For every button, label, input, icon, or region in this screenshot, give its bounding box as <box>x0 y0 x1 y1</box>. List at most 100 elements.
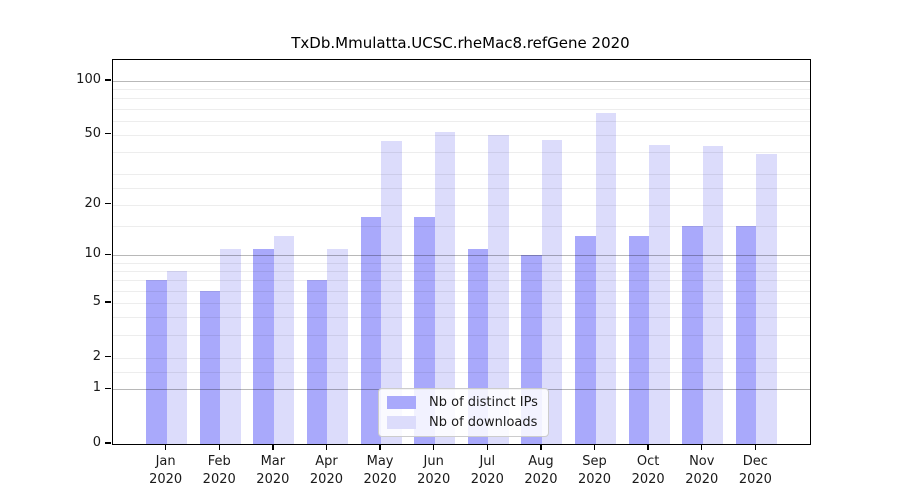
bar-downloads-feb <box>220 248 241 444</box>
gridline-60 <box>113 120 810 122</box>
bar-distinct-ips-oct <box>628 236 650 444</box>
gridline-80 <box>113 98 810 100</box>
bar-downloads-apr <box>327 248 348 444</box>
x-tick-jul <box>486 444 488 450</box>
x-tick-label-aug: Aug 2020 <box>513 453 569 489</box>
bar-distinct-ips-jun <box>414 216 435 444</box>
x-tick-label-sep: Sep 2020 <box>567 453 623 489</box>
x-tick-apr <box>325 444 328 450</box>
month-label: Aug <box>528 454 554 469</box>
gridline-15 <box>113 225 810 227</box>
x-tick-mar <box>272 444 274 450</box>
y-tick-1 <box>105 387 111 390</box>
x-tick-label-nov: Nov 2020 <box>674 453 730 489</box>
bar-downloads-nov <box>702 146 724 444</box>
month-label: Nov <box>689 454 715 469</box>
year-label: 2020 <box>256 472 290 487</box>
legend-swatch-downloads <box>387 416 416 429</box>
bar-downloads-dec <box>756 153 777 444</box>
legend: Nb of distinct IPs Nb of downloads <box>378 388 549 437</box>
month-label: Apr <box>315 454 338 469</box>
y-tick-2 <box>105 355 111 358</box>
gridline-8 <box>113 271 810 273</box>
x-tick-label-oct: Oct 2020 <box>620 453 676 489</box>
gridline-40 <box>113 151 810 153</box>
gridline-10 <box>113 255 810 257</box>
y-tick-label-1: 1 <box>92 380 101 396</box>
month-label: Jul <box>479 454 496 469</box>
bar-downloads-jun <box>434 131 456 444</box>
gridline-1.5 <box>113 371 810 373</box>
month-label: Dec <box>742 454 768 469</box>
x-tick-feb <box>218 444 220 450</box>
bar-downloads-sep <box>595 113 617 444</box>
bar-distinct-ips-feb <box>199 290 221 444</box>
x-tick-may <box>379 444 381 450</box>
gridline-70 <box>113 108 810 110</box>
gridline-90 <box>113 89 810 91</box>
year-label: 2020 <box>685 472 719 487</box>
y-tick-10 <box>105 253 111 256</box>
gridline-9 <box>113 262 810 264</box>
x-tick-aug <box>540 444 542 450</box>
gridline-5 <box>113 303 810 305</box>
x-tick-oct <box>647 444 649 450</box>
x-tick-label-jul: Jul 2020 <box>459 453 515 489</box>
x-tick-dec <box>754 444 757 450</box>
year-label: 2020 <box>470 472 504 487</box>
bar-distinct-ips-dec <box>735 225 757 444</box>
y-tick-label-10: 10 <box>84 246 101 262</box>
year-label: 2020 <box>417 472 451 487</box>
year-label: 2020 <box>631 472 665 487</box>
y-tick-label-20: 20 <box>84 195 101 211</box>
y-tick-50 <box>105 133 111 135</box>
x-tick-label-feb: Feb 2020 <box>191 453 247 489</box>
plot-area: Nb of distinct IPs Nb of downloads <box>112 59 811 445</box>
legend-swatch-distinct-ips <box>387 396 416 409</box>
y-tick-label-2: 2 <box>92 348 101 364</box>
x-tick-label-may: May 2020 <box>352 453 408 489</box>
bar-downloads-jul <box>488 134 509 444</box>
chart-title: TxDb.Mmulatta.UCSC.rheMac8.refGene 2020 <box>291 34 630 52</box>
gridline-30 <box>113 173 810 175</box>
month-label: Jun <box>423 454 444 469</box>
y-tick-0 <box>105 442 111 444</box>
bar-downloads-may <box>381 141 402 444</box>
x-tick-label-jun: Jun 2020 <box>406 453 462 489</box>
month-label: Oct <box>636 454 660 469</box>
month-label: Sep <box>582 454 607 469</box>
gridline-6 <box>113 290 810 292</box>
gridline-100 <box>113 81 810 82</box>
bar-downloads-aug <box>541 139 563 444</box>
year-label: 2020 <box>738 472 772 487</box>
bar-distinct-ips-mar <box>253 248 274 444</box>
bar-downloads-oct <box>649 144 670 444</box>
x-tick-label-apr: Apr 2020 <box>298 453 354 489</box>
x-tick-sep <box>593 444 596 450</box>
x-tick-label-dec: Dec 2020 <box>727 453 783 489</box>
month-label: Jan <box>155 454 176 469</box>
bar-distinct-ips-may <box>360 216 382 444</box>
gridline-3 <box>113 334 810 336</box>
x-tick-nov <box>701 444 703 450</box>
gridline-20 <box>113 204 810 206</box>
legend-label-downloads: Nb of downloads <box>429 415 538 430</box>
legend-label-distinct-ips: Nb of distinct IPs <box>429 395 538 410</box>
legend-entry-distinct-ips: Nb of distinct IPs <box>387 395 538 410</box>
x-tick-label-mar: Mar 2020 <box>245 453 301 489</box>
bar-distinct-ips-sep <box>575 236 596 444</box>
year-label: 2020 <box>577 472 612 487</box>
gridline-4 <box>113 317 810 319</box>
year-label: 2020 <box>524 472 558 487</box>
y-tick-5 <box>105 301 111 303</box>
gridline-25 <box>113 187 810 189</box>
y-tick-label-5: 5 <box>92 294 101 310</box>
legend-entry-downloads: Nb of downloads <box>387 415 538 430</box>
year-label: 2020 <box>363 472 397 487</box>
month-label: May <box>366 454 394 469</box>
month-label: Feb <box>207 454 231 469</box>
bar-downloads-jan <box>166 271 188 444</box>
y-tick-100 <box>105 79 111 81</box>
y-tick-label-50: 50 <box>84 125 101 141</box>
